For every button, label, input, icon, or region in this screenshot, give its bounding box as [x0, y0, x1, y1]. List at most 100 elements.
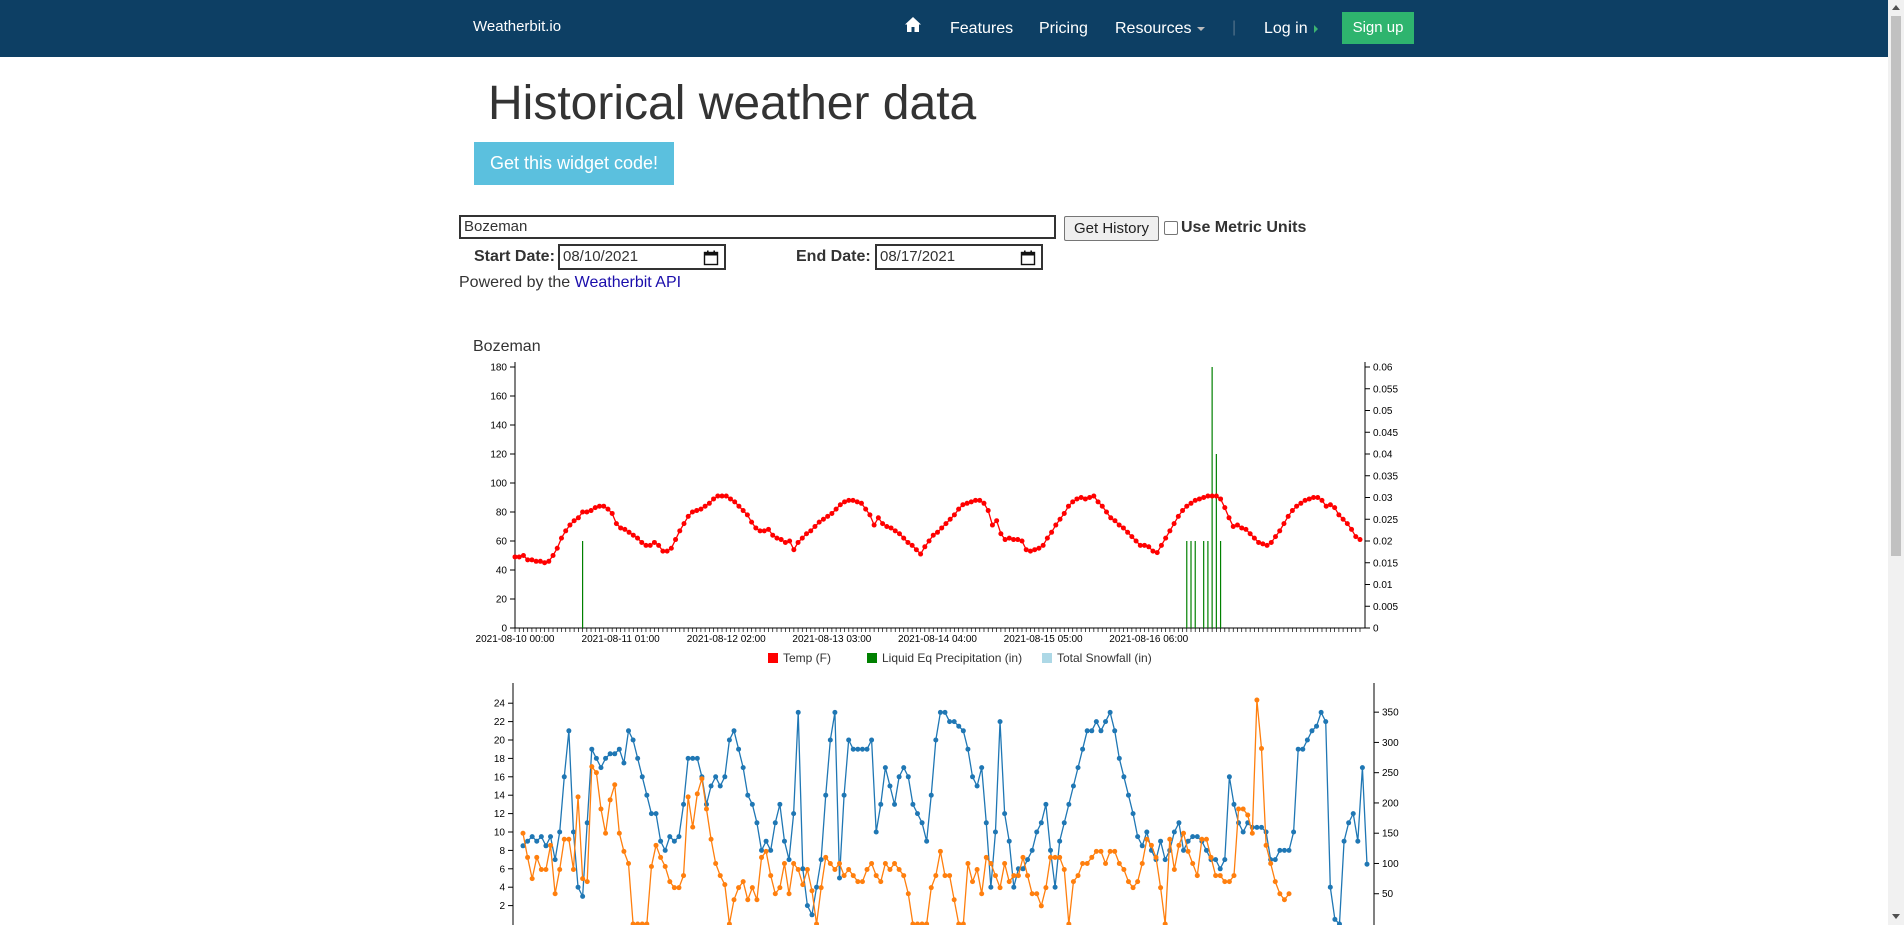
blue-series-point: [1277, 847, 1283, 853]
blue-series-point: [1153, 857, 1159, 863]
blue-series-point: [685, 755, 691, 761]
orange-series-point: [1281, 897, 1287, 903]
temp-point: [850, 497, 856, 503]
orange-series-point: [749, 885, 755, 891]
orange-series-point: [690, 824, 696, 830]
temp-point: [1044, 535, 1050, 541]
home-icon[interactable]: [904, 16, 922, 38]
orange-series-point: [873, 873, 879, 879]
temp-point: [580, 509, 586, 515]
blue-series-point: [1190, 834, 1196, 840]
chart2-y-left-tick-label: 8: [499, 846, 505, 857]
orange-series-point: [1176, 842, 1182, 848]
scroll-up-arrow-icon[interactable]: [1892, 5, 1900, 10]
blue-series-point: [708, 783, 714, 789]
orange-series-point: [1144, 836, 1150, 842]
temp-point: [613, 521, 619, 527]
orange-series-point: [1130, 885, 1136, 891]
blue-series-point: [1327, 884, 1333, 890]
temp-point: [719, 493, 725, 499]
nav-login[interactable]: Log in: [1264, 20, 1318, 38]
blue-series-point: [603, 755, 609, 761]
temp-point: [571, 518, 577, 524]
orange-series-point: [754, 897, 760, 903]
orange-series-point: [1006, 879, 1012, 885]
blue-series-point: [992, 829, 998, 835]
orange-series-point: [1240, 806, 1246, 812]
start-date-input[interactable]: 08/10/2021: [558, 244, 726, 270]
blue-series-point: [841, 792, 847, 798]
blue-series-point: [548, 834, 554, 840]
blue-series-point: [846, 737, 852, 743]
blue-series-point: [1259, 824, 1264, 830]
blue-series-point: [928, 792, 934, 798]
blue-series-point: [626, 728, 631, 734]
temp-point: [1006, 535, 1012, 541]
temp-point: [1327, 502, 1333, 508]
scrollbar-thumb[interactable]: [1891, 16, 1901, 556]
metric-units-checkbox[interactable]: [1164, 221, 1178, 235]
scroll-down-arrow-icon[interactable]: [1892, 914, 1900, 919]
brand-logo[interactable]: Weatherbit.io: [473, 18, 562, 35]
blue-series-point: [703, 801, 709, 807]
temp-point: [1323, 503, 1329, 509]
temp-point: [918, 551, 924, 557]
orange-series-point: [1153, 854, 1159, 860]
chart2-y-right-tick-label: 150: [1382, 829, 1399, 840]
nav-features[interactable]: Features: [950, 20, 1014, 37]
temp-point: [833, 506, 839, 512]
blue-series-point: [786, 857, 792, 863]
temp-point: [1116, 522, 1122, 528]
temp-point: [1340, 516, 1346, 522]
temp-point: [820, 516, 826, 522]
orange-series-point: [1222, 879, 1228, 885]
city-input[interactable]: Bozeman: [459, 215, 1056, 239]
temp-point: [1268, 539, 1274, 545]
temp-point: [512, 554, 518, 560]
temp-point: [1192, 497, 1198, 503]
y-right-tick-label: 0.06: [1373, 363, 1393, 374]
blue-series-point: [630, 737, 636, 743]
metric-units-label: Use Metric Units: [1181, 219, 1307, 236]
orange-series-point: [717, 873, 723, 879]
orange-series-point: [575, 794, 581, 800]
blue-series-point: [1213, 857, 1219, 863]
temp-point: [546, 558, 552, 564]
signup-button[interactable]: Sign up: [1342, 12, 1414, 44]
orange-series-point: [740, 879, 746, 885]
get-widget-code-button[interactable]: Get this widget code!: [474, 142, 674, 185]
temp-point: [1125, 529, 1131, 535]
calendar-icon[interactable]: [703, 250, 719, 273]
temp-point: [842, 499, 848, 505]
orange-series-point: [722, 882, 728, 888]
y-right-tick-label: 0.005: [1373, 602, 1398, 613]
orange-series-point: [662, 864, 668, 869]
end-date-input[interactable]: 08/17/2021: [875, 244, 1043, 270]
blue-series-point: [731, 728, 737, 734]
temp-point: [1074, 496, 1080, 502]
calendar-icon[interactable]: [1020, 250, 1036, 273]
blue-series-point: [965, 746, 971, 752]
get-history-button[interactable]: Get History: [1064, 216, 1159, 241]
blue-series-point: [1093, 719, 1099, 725]
blue-series-point: [924, 838, 930, 844]
orange-series-point: [791, 860, 797, 866]
temp-point: [1264, 542, 1270, 548]
blue-series-point: [1130, 811, 1136, 817]
orange-series-point: [997, 885, 1003, 891]
orange-series-point: [768, 873, 774, 879]
blue-series-point: [910, 801, 916, 807]
blue-series-point: [1181, 847, 1187, 853]
blue-series-point: [791, 811, 797, 817]
blue-series-point: [1249, 824, 1255, 830]
blue-series-point: [823, 792, 829, 798]
x-tick-label: 2021-08-15 05:00: [1004, 634, 1083, 645]
nav-resources[interactable]: Resources: [1115, 20, 1206, 38]
weatherbit-api-link[interactable]: Weatherbit API: [574, 274, 682, 291]
y-left-tick-label: 40: [496, 566, 508, 577]
temp-point: [922, 544, 928, 550]
nav-pricing[interactable]: Pricing: [1039, 20, 1088, 37]
orange-series-point: [823, 854, 829, 860]
orange-series-point: [983, 854, 989, 860]
temp-point: [1281, 521, 1287, 527]
